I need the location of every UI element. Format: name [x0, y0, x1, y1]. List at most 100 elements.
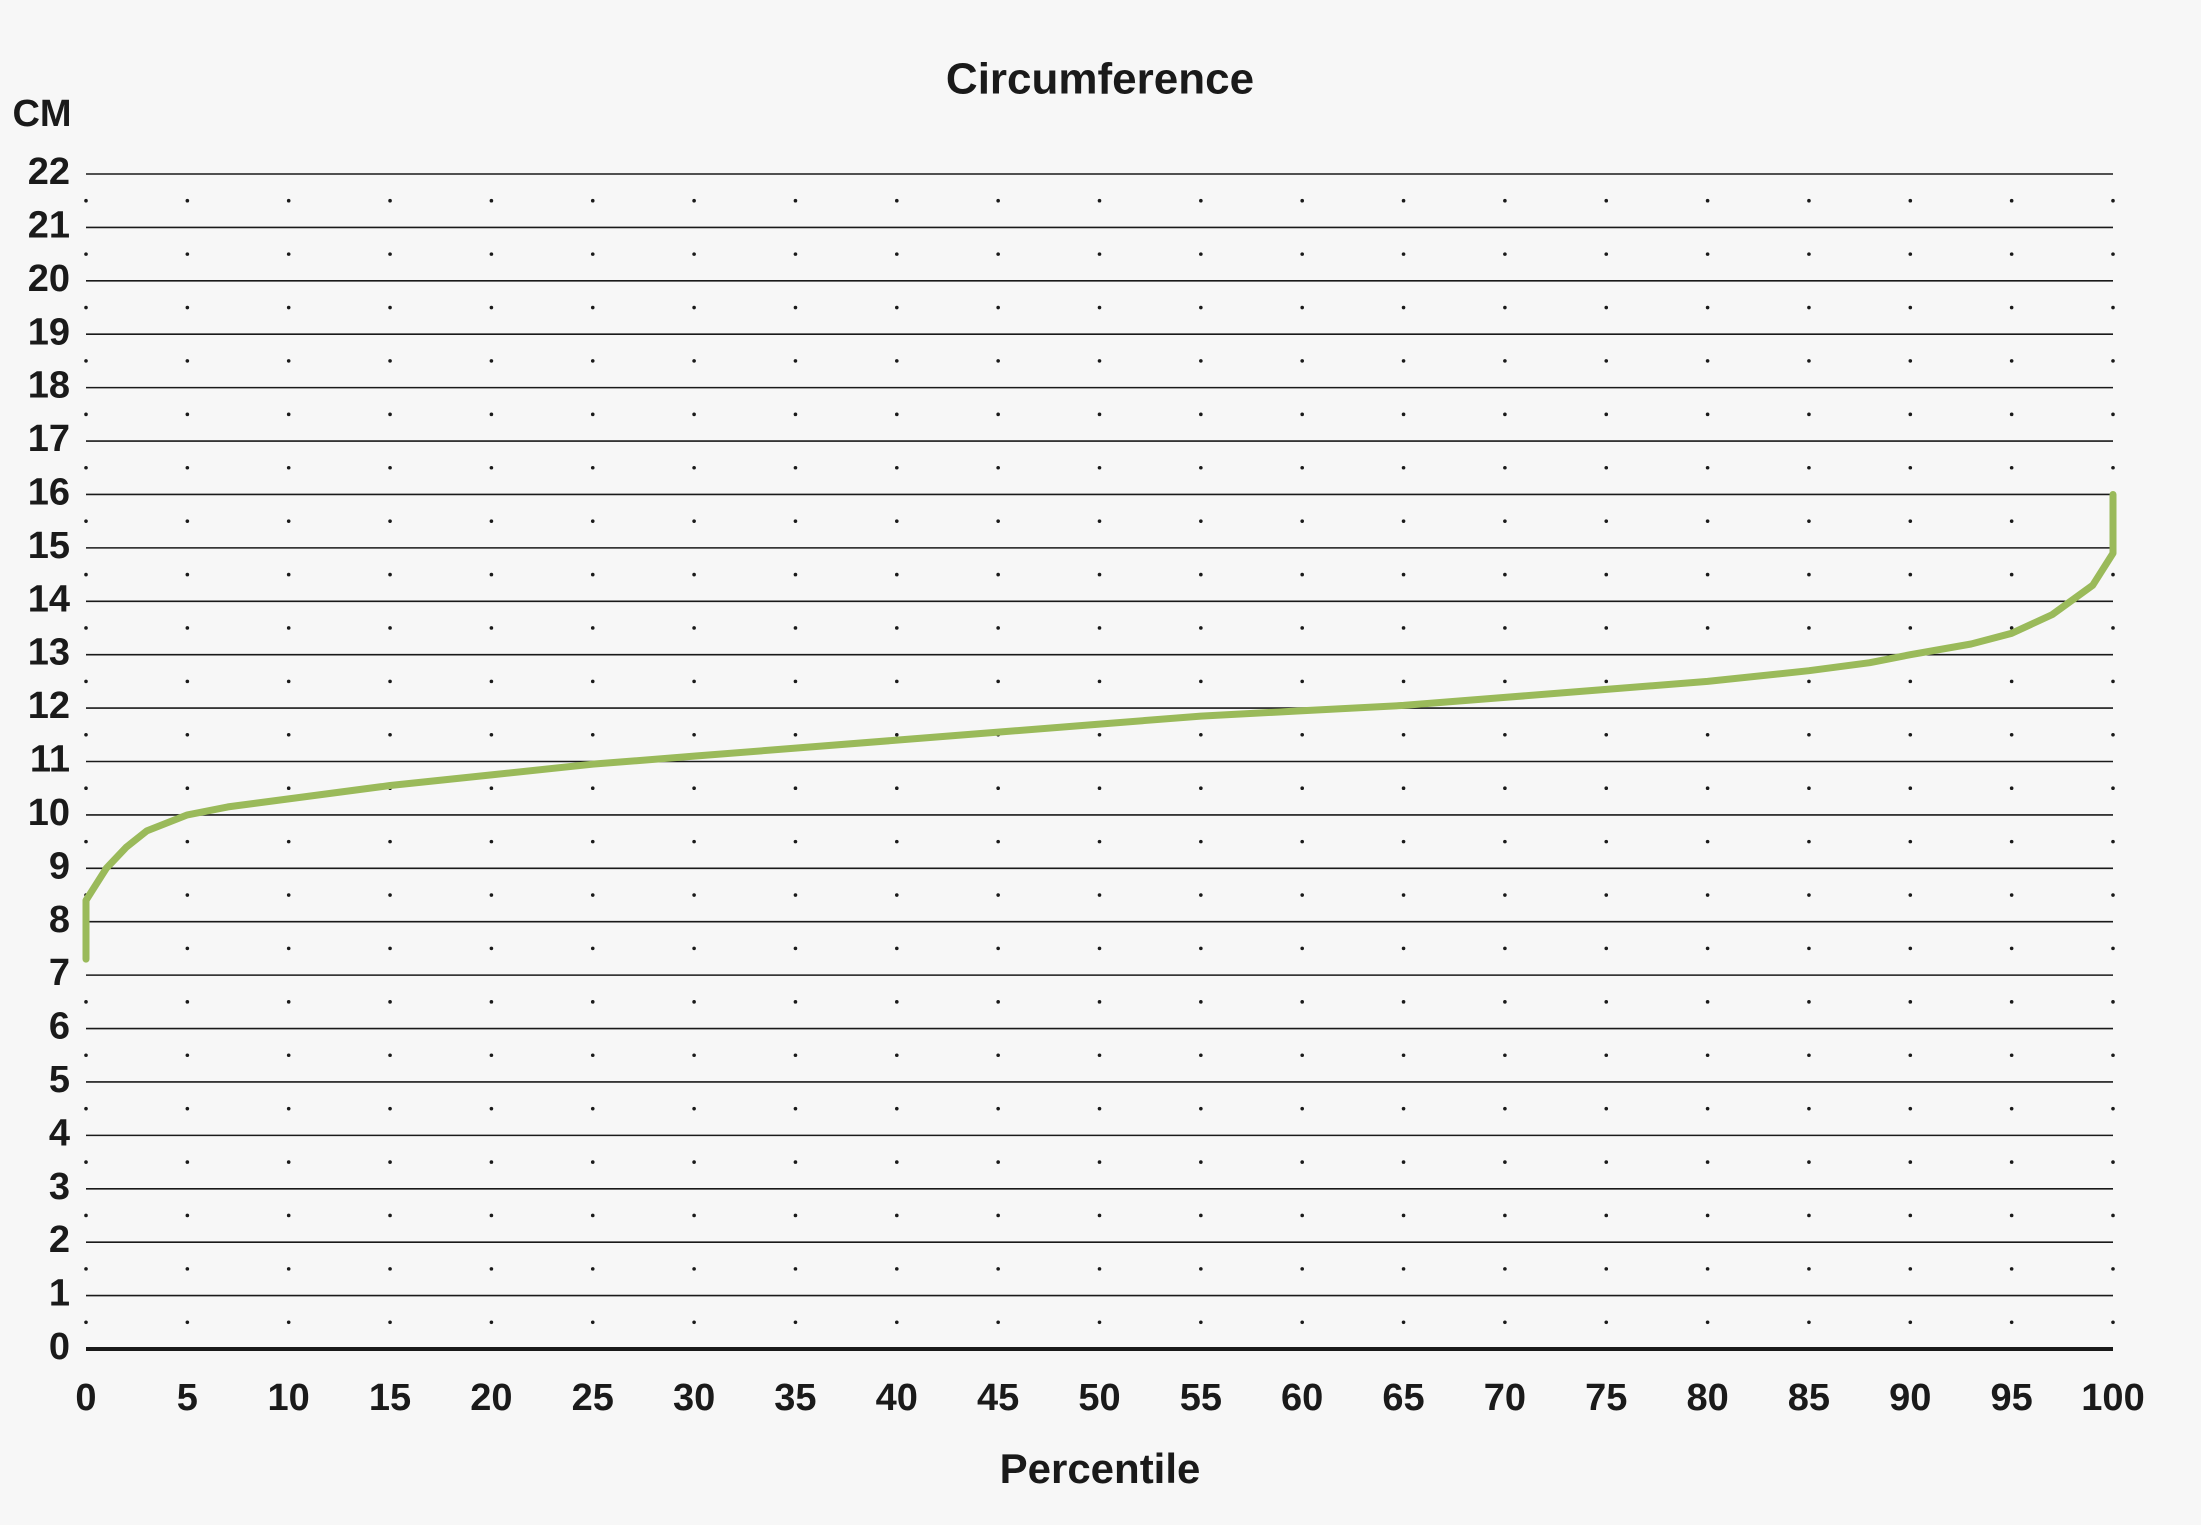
grid-dot [2111, 1106, 2115, 1111]
grid-dot [1908, 412, 1913, 417]
grid-dot [1908, 626, 1913, 630]
grid-dot [1401, 1106, 1406, 1111]
grid-dot [996, 1160, 1000, 1164]
grid-dot [895, 1320, 899, 1325]
grid-dot [1908, 893, 1913, 897]
grid-dot [2009, 1053, 2014, 1058]
grid-dot [996, 572, 1000, 577]
y-tick-label: 21 [28, 204, 70, 246]
grid-dot [1807, 893, 1811, 897]
grid-dot [286, 465, 291, 470]
grid-dot [286, 679, 291, 684]
grid-dot [590, 465, 595, 470]
grid-dot [2111, 1267, 2115, 1271]
grid-dot [1097, 1320, 1102, 1325]
grid-dot [692, 626, 696, 630]
grid-dot [1908, 572, 1913, 577]
grid-dot [1401, 946, 1406, 951]
grid-dot [1097, 519, 1102, 523]
y-tick-label: 14 [28, 578, 70, 620]
grid-dot [286, 305, 291, 310]
grid-dot [793, 679, 798, 684]
x-tick-label: 45 [977, 1377, 1019, 1419]
grid-dot [185, 465, 190, 470]
grid-dot [185, 1160, 190, 1164]
grid-dot [895, 1160, 899, 1164]
grid-dot [2111, 946, 2115, 951]
grid-dot [1705, 252, 1710, 256]
grid-dot [1807, 519, 1811, 523]
grid-dot [1604, 1160, 1609, 1164]
grid-dot [2111, 786, 2115, 791]
grid-dot [1300, 732, 1304, 737]
grid-dot [1604, 572, 1609, 577]
y-tick-label: 13 [28, 632, 70, 674]
grid-dot [84, 1213, 88, 1218]
y-tick-label: 22 [28, 151, 70, 193]
grid-dot [895, 893, 899, 897]
grid-dot [1908, 679, 1913, 684]
grid-dot [388, 1267, 392, 1271]
grid-dot [1705, 198, 1710, 203]
grid-dot [895, 1106, 899, 1111]
y-axis-label: CM [12, 93, 71, 135]
x-tick-label: 25 [572, 1377, 614, 1419]
grid-dot [2009, 519, 2014, 523]
grid-dot [1604, 1106, 1609, 1111]
grid-dot [996, 946, 1000, 951]
grid-dot [1097, 786, 1102, 791]
grid-dot [692, 1160, 696, 1164]
grid-dot [2009, 465, 2014, 470]
grid-dot [1401, 572, 1406, 577]
grid-dot [2009, 1000, 2014, 1004]
grid-dot [1807, 839, 1811, 844]
grid-dot [1807, 252, 1811, 256]
grid-dot [1300, 519, 1304, 523]
grid-dot [1503, 732, 1507, 737]
grid-dot [84, 359, 88, 363]
grid-dot [1604, 519, 1609, 523]
grid-dot [489, 412, 494, 417]
grid-dot [1300, 1267, 1304, 1271]
grid-dot [996, 465, 1000, 470]
grid-dot [489, 1320, 494, 1325]
grid-dot [1401, 1267, 1406, 1271]
grid-dot [1097, 252, 1102, 256]
grid-dot [1199, 1106, 1203, 1111]
grid-dot [1908, 465, 1913, 470]
grid-dot [1705, 732, 1710, 737]
grid-dot [1503, 893, 1507, 897]
grid-dot [1300, 786, 1304, 791]
grid-dot [1807, 1053, 1811, 1058]
x-tick-label: 30 [673, 1377, 715, 1419]
grid-dot [1908, 839, 1913, 844]
grid-dot [489, 679, 494, 684]
grid-dot [590, 1106, 595, 1111]
grid-dot [1705, 1213, 1710, 1218]
grid-dot [1503, 412, 1507, 417]
grid-dot [1401, 786, 1406, 791]
grid-dot [2009, 679, 2014, 684]
grid-dot [692, 305, 696, 310]
grid-dot [1807, 359, 1811, 363]
grid-dot [2009, 839, 2014, 844]
grid-dot [793, 732, 798, 737]
grid-dot [793, 465, 798, 470]
grid-dot [1097, 1267, 1102, 1271]
grid-dot [996, 198, 1000, 203]
grid-dot [489, 732, 494, 737]
grid-dot [388, 893, 392, 897]
grid-dot [2009, 252, 2014, 256]
grid-dot [1300, 305, 1304, 310]
grid-dot [1097, 946, 1102, 951]
grid-dot [388, 1213, 392, 1218]
grid-dot [996, 1267, 1000, 1271]
grid-dot [1908, 1320, 1913, 1325]
grid-dot [489, 1106, 494, 1111]
x-tick-label: 55 [1180, 1377, 1222, 1419]
grid-dot [1807, 465, 1811, 470]
grid-dot [2111, 252, 2115, 256]
grid-dot [692, 1267, 696, 1271]
grid-dot [185, 786, 190, 791]
grid-dot [1401, 412, 1406, 417]
